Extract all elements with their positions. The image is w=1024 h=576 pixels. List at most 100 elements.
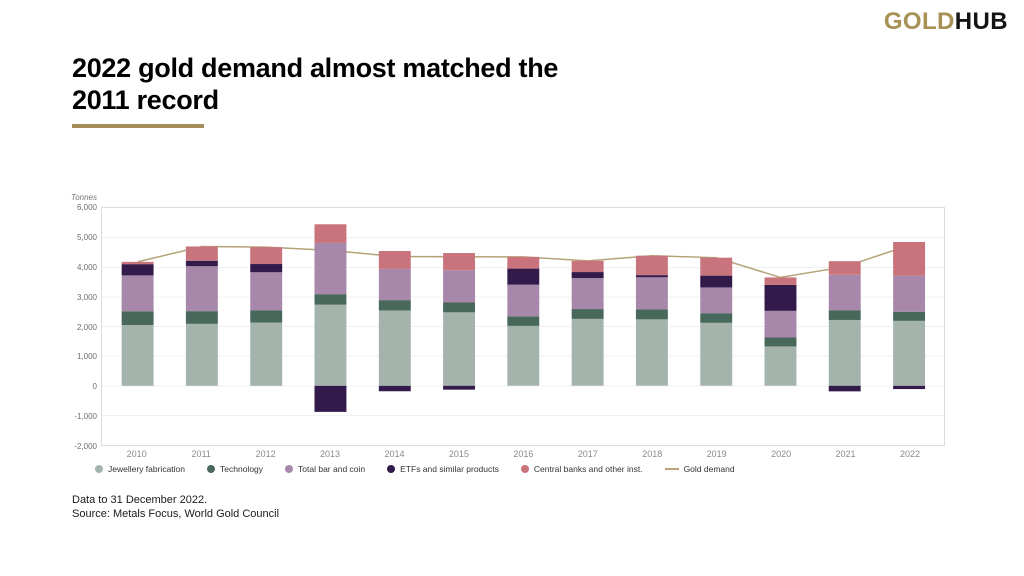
bar-segment — [443, 302, 476, 313]
bar-segment — [378, 300, 411, 311]
bar-segment — [314, 224, 347, 243]
bar-segment — [828, 261, 861, 275]
bar-segment — [250, 322, 283, 386]
x-tick-label: 2020 — [771, 449, 792, 459]
legend-swatch-icon — [207, 465, 216, 473]
legend-swatch-icon — [520, 465, 529, 473]
y-tick-label: 2,000 — [76, 322, 97, 332]
bar-segment — [443, 385, 476, 390]
bar-segment — [443, 253, 476, 271]
bar-segment — [507, 268, 540, 285]
bar-segment — [185, 246, 218, 261]
bar-segment — [443, 270, 476, 303]
legend-swatch-icon — [285, 465, 294, 473]
legend-label: Jewellery fabrication — [108, 464, 186, 474]
bar-segment — [635, 255, 668, 276]
bar-segment — [828, 319, 861, 386]
bar-segment — [764, 346, 797, 386]
legend-swatch-icon — [95, 465, 103, 473]
x-tick-label: 2014 — [384, 449, 405, 459]
bar-segment — [121, 311, 154, 326]
bar-segment — [700, 322, 733, 386]
x-tick-label: 2015 — [448, 449, 469, 459]
y-tick-label: 3,000 — [76, 292, 97, 302]
bar-segment — [828, 274, 861, 311]
footer-data-note: Data to 31 December 2022. — [72, 494, 208, 506]
bar-segment — [378, 268, 411, 301]
x-tick-label: 2010 — [126, 449, 147, 459]
bar-segment — [764, 310, 797, 338]
bar-segment — [121, 261, 154, 265]
legend-line-swatch-icon — [664, 468, 679, 470]
legend-swatch-icon — [387, 465, 396, 473]
bar-segment — [635, 277, 668, 310]
y-tick-label: 6,000 — [76, 203, 97, 212]
bar-segment — [250, 264, 283, 273]
bar-segment — [571, 272, 604, 279]
bar-segment — [571, 318, 604, 386]
bar-segment — [314, 242, 347, 295]
legend-item-gold-demand: Gold demand — [664, 464, 735, 474]
bar-segment — [571, 278, 604, 310]
bar-segment — [185, 266, 218, 312]
x-tick-label: 2012 — [255, 449, 276, 459]
legend-label: Gold demand — [683, 464, 735, 474]
bar-segment — [893, 311, 926, 321]
legend-item: Technology — [207, 464, 263, 474]
y-tick-label: 4,000 — [76, 262, 97, 272]
legend-label: ETFs and similar products — [400, 464, 499, 474]
legend-label: Central banks and other inst. — [533, 464, 643, 474]
bar-segment — [314, 304, 347, 386]
bar-segment — [250, 310, 283, 323]
bar-segment — [764, 277, 797, 285]
goldhub-logo: GOLDHUB — [884, 8, 1008, 36]
bar-segment — [314, 385, 347, 412]
y-axis-unit-label: Tonnes — [71, 193, 97, 202]
legend-label: Technology — [220, 464, 264, 474]
bar-segment — [507, 256, 540, 269]
bar-segment — [314, 294, 347, 305]
bar-segment — [185, 311, 218, 324]
y-tick-label: 0 — [92, 382, 97, 392]
bar-segment — [893, 385, 926, 390]
bar-segment — [571, 309, 604, 319]
x-tick-label: 2022 — [899, 449, 920, 459]
bar-segment — [571, 260, 604, 273]
bar-segment — [635, 309, 668, 320]
x-tick-label: 2016 — [513, 449, 534, 459]
bar-segment — [893, 320, 926, 386]
bar-segment — [378, 310, 411, 386]
title-underline — [72, 124, 204, 128]
bar-segment — [121, 264, 154, 276]
bar-segment — [635, 275, 668, 278]
bar-segment — [828, 310, 861, 320]
footer: Data to 31 December 2022. Source: Metals… — [72, 493, 279, 521]
bar-segment — [378, 251, 411, 269]
bar-segment — [121, 275, 154, 312]
legend-label: Total bar and coin — [298, 464, 366, 474]
bar-segment — [507, 284, 540, 317]
bar-segment — [443, 312, 476, 386]
bar-segment — [507, 325, 540, 386]
chart-legend: Jewellery fabrication Technology Total bar… — [95, 464, 735, 474]
title-line-2: 2011 record — [72, 85, 219, 116]
chart-panel — [101, 207, 945, 446]
x-tick-label: 2018 — [642, 449, 663, 459]
title-line-1: 2022 gold demand almost matched the — [72, 53, 559, 83]
legend-item: ETFs and similar products — [387, 464, 499, 474]
bar-segment — [507, 316, 540, 326]
y-tick-label: -2,000 — [74, 442, 97, 451]
legend-item: Jewellery fabrication — [95, 464, 185, 474]
bar-segment — [700, 275, 733, 288]
x-tick-label: 2017 — [577, 449, 598, 459]
bar-segment — [764, 337, 797, 347]
bar-segment — [250, 272, 283, 311]
x-tick-label: 2011 — [191, 449, 211, 459]
legend-item: Central banks and other inst. — [520, 464, 643, 474]
bar-segment — [893, 275, 926, 312]
x-tick-label: 2019 — [706, 449, 727, 459]
bar-segment — [121, 325, 154, 386]
page-title: 2022 gold demand almost matched the 2011… — [72, 52, 558, 117]
x-tick-label: 2013 — [320, 449, 341, 459]
y-tick-label: -1,000 — [74, 412, 97, 422]
